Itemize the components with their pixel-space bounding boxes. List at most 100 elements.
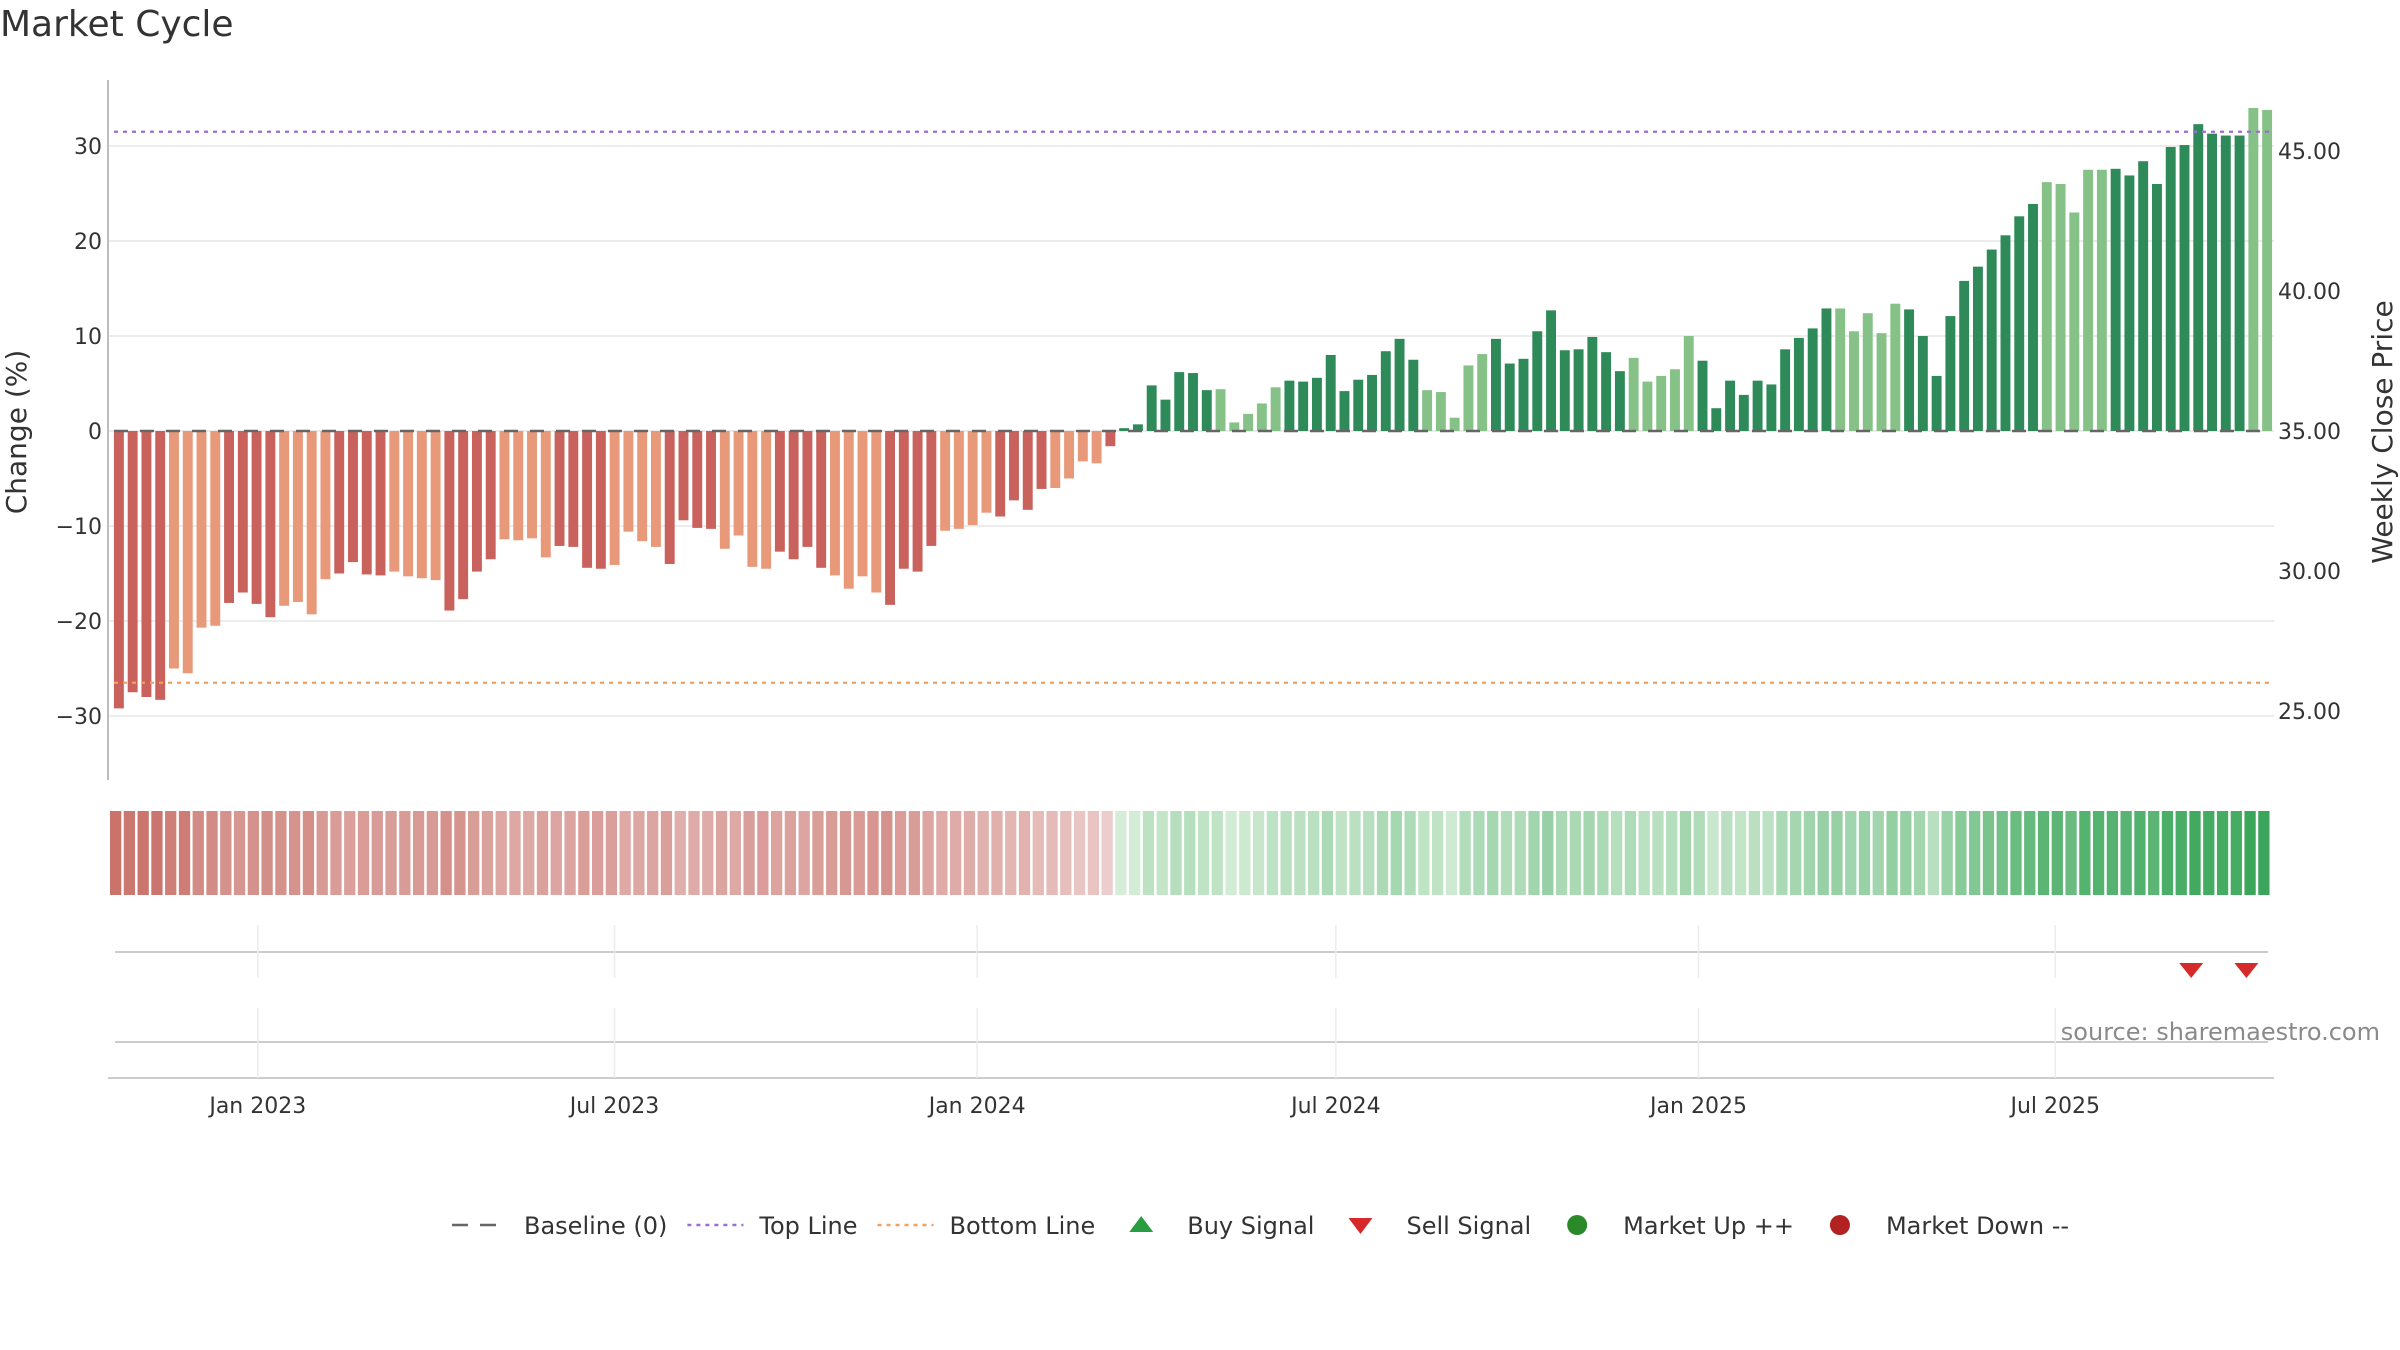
- bar: [458, 431, 469, 600]
- heat-cell: [963, 811, 976, 895]
- bar: [871, 431, 882, 593]
- bar: [251, 431, 262, 604]
- bar: [1215, 389, 1226, 431]
- bar: [1256, 403, 1267, 431]
- bar: [623, 431, 634, 532]
- bar: [1435, 392, 1446, 431]
- heat-cell: [564, 811, 576, 895]
- bar: [1105, 431, 1116, 447]
- y-right-tick-label: 25.00: [2278, 700, 2341, 725]
- heat-cell: [2037, 811, 2050, 895]
- heat-cell: [344, 811, 356, 895]
- heat-cell: [289, 811, 301, 895]
- heat-cell: [770, 811, 783, 895]
- heat-cell: [2065, 811, 2077, 895]
- heat-cell: [1184, 811, 1196, 895]
- heat-cell: [881, 811, 893, 895]
- heat-cell: [702, 811, 714, 895]
- heat-cell: [1156, 811, 1168, 895]
- bar: [1160, 399, 1171, 431]
- bar: [348, 431, 358, 563]
- heat-cell: [1528, 811, 1540, 895]
- legend-label: Sell Signal: [1406, 1212, 1531, 1240]
- heat-cell: [894, 811, 907, 895]
- heat-cell: [1418, 811, 1430, 895]
- bar: [761, 431, 772, 569]
- bar: [1504, 363, 1515, 431]
- heat-cell: [1321, 811, 1334, 895]
- heat-cell: [743, 811, 755, 895]
- bar: [1697, 360, 1708, 431]
- y-left-tick-label: 0: [88, 420, 102, 445]
- bar: [182, 431, 193, 674]
- bar: [595, 431, 606, 569]
- heat-cell: [385, 811, 397, 895]
- heat-cell: [1597, 811, 1609, 895]
- heat-cell: [2024, 811, 2036, 895]
- heat-cell: [1817, 811, 1829, 895]
- bar: [2262, 109, 2273, 432]
- bar: [1766, 384, 1777, 431]
- bar: [279, 431, 290, 606]
- heat-cell: [1900, 811, 1912, 895]
- bar: [1532, 331, 1543, 431]
- heat-cell: [206, 811, 218, 895]
- bar: [1463, 365, 1474, 431]
- bar: [416, 431, 427, 579]
- heat-cell: [1142, 811, 1155, 895]
- bar: [1188, 373, 1198, 431]
- bar: [1490, 338, 1501, 431]
- heat-cell: [1748, 811, 1760, 895]
- heat-cell: [1803, 811, 1816, 895]
- heat-cell: [2189, 811, 2201, 895]
- heat-cell: [660, 811, 673, 895]
- x-tick-label: Jul 2025: [2008, 1094, 2100, 1119]
- bar: [1325, 355, 1336, 431]
- bar: [2014, 216, 2025, 431]
- heat-cell: [192, 811, 204, 895]
- heat-cell: [1611, 811, 1623, 895]
- heat-cell: [1790, 811, 1802, 895]
- bar: [1229, 422, 1240, 431]
- bar: [1573, 349, 1584, 431]
- heat-cell: [1542, 811, 1554, 895]
- heat-cell: [1349, 811, 1361, 895]
- heat-cell: [1858, 811, 1871, 895]
- heat-cell: [826, 811, 838, 895]
- bar: [2138, 161, 2149, 431]
- heat-cell: [330, 811, 342, 895]
- bar: [2151, 184, 2162, 431]
- legend-label: Top Line: [758, 1212, 857, 1240]
- heat-cell: [1996, 811, 2008, 895]
- heat-cell: [261, 811, 273, 895]
- heat-cell: [757, 811, 769, 895]
- bar: [802, 431, 813, 547]
- bar: [1284, 380, 1295, 431]
- heat-cell: [936, 811, 948, 895]
- heat-cell: [481, 811, 494, 895]
- heat-cell: [1473, 811, 1485, 895]
- bar: [1380, 351, 1391, 431]
- legend-item: Market Up ++: [1567, 1212, 1794, 1240]
- bar: [926, 431, 937, 546]
- bar: [2055, 184, 2066, 431]
- bar: [1587, 336, 1598, 431]
- heat-cell: [1101, 811, 1113, 895]
- bar: [2096, 169, 2107, 431]
- bar: [788, 431, 799, 560]
- bar: [1876, 333, 1887, 431]
- legend-swatch: [1129, 1216, 1154, 1232]
- legend: Baseline (0) Top Line Bottom Line Buy Signa…: [452, 1212, 2069, 1240]
- heat-cell: [2148, 811, 2160, 895]
- heat-cell: [1087, 811, 1099, 895]
- bar: [1270, 387, 1281, 431]
- bar: [940, 431, 951, 531]
- bar: [664, 431, 675, 564]
- bar: [1628, 357, 1639, 431]
- heat-cell: [2175, 811, 2187, 895]
- heat-cell: [1624, 811, 1637, 895]
- bar: [1036, 431, 1047, 489]
- bar: [361, 431, 372, 575]
- heat-cell: [2010, 811, 2022, 895]
